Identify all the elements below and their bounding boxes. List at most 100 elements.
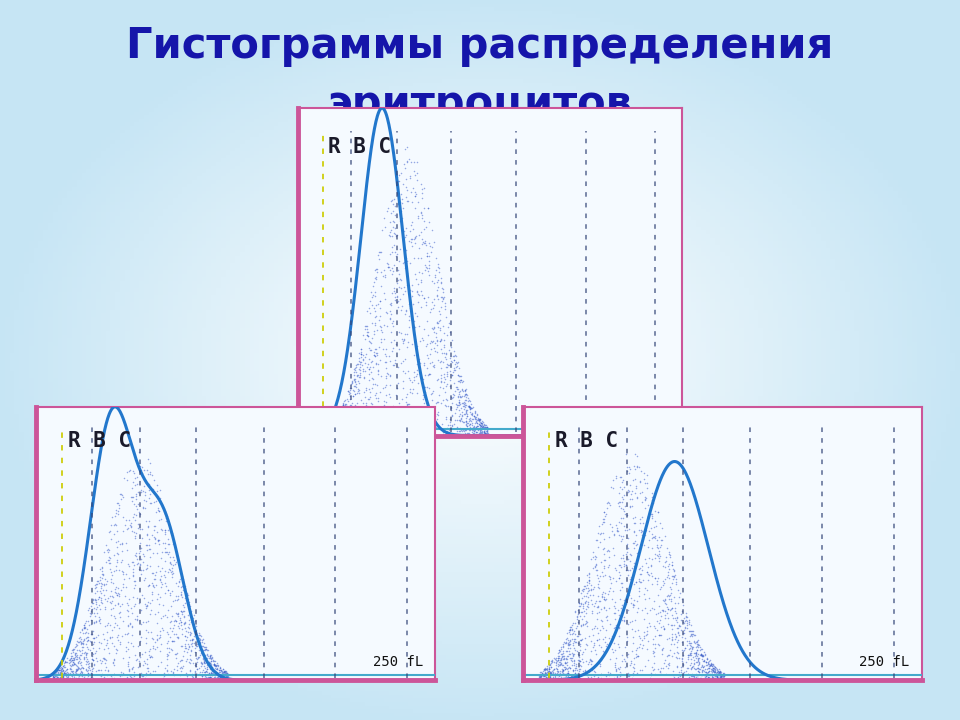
Point (361, 374, 376, 385)
Point (468, 405, 483, 417)
Point (160, 604, 176, 616)
Point (328, 415, 344, 426)
Point (587, 670, 602, 681)
Point (579, 590, 594, 601)
Point (545, 664, 561, 675)
Point (396, 241, 412, 253)
Point (561, 624, 576, 636)
Point (416, 381, 431, 392)
Point (453, 374, 468, 386)
Point (182, 653, 198, 665)
Point (711, 666, 727, 678)
Point (138, 632, 154, 644)
Point (585, 607, 600, 618)
Point (430, 293, 445, 305)
Point (429, 414, 444, 426)
Point (662, 604, 678, 616)
Point (633, 632, 648, 644)
Point (83, 664, 98, 675)
Point (327, 417, 343, 428)
Point (408, 237, 423, 248)
Point (171, 622, 186, 634)
Point (336, 418, 351, 429)
Point (214, 674, 229, 685)
Point (614, 496, 630, 508)
Point (324, 426, 339, 437)
Point (202, 667, 217, 678)
Point (381, 261, 396, 273)
Point (213, 671, 228, 683)
Point (653, 614, 668, 626)
Point (324, 423, 339, 434)
Point (402, 387, 418, 398)
Point (563, 624, 578, 636)
Point (355, 363, 371, 374)
Point (114, 546, 130, 557)
Point (99, 577, 114, 589)
Point (471, 414, 487, 426)
Point (674, 662, 689, 673)
Point (614, 577, 630, 588)
Point (180, 588, 195, 599)
Point (588, 561, 603, 572)
Point (154, 525, 169, 536)
Point (94, 580, 109, 591)
Point (462, 401, 477, 413)
Point (141, 485, 156, 496)
Point (83, 669, 98, 680)
Point (703, 668, 718, 680)
Point (137, 490, 153, 501)
Point (470, 414, 486, 426)
Point (51, 663, 66, 675)
Point (140, 562, 156, 574)
Point (345, 384, 360, 396)
Point (641, 617, 657, 629)
Point (683, 630, 698, 642)
Point (191, 627, 206, 639)
Point (666, 564, 682, 575)
Point (144, 651, 159, 662)
Point (330, 423, 346, 435)
Point (122, 665, 137, 677)
Point (414, 207, 429, 218)
Point (456, 403, 471, 415)
Point (210, 670, 226, 681)
Point (359, 422, 374, 433)
Point (612, 609, 627, 621)
Point (625, 669, 640, 680)
Point (161, 546, 177, 558)
Point (401, 398, 417, 410)
Point (561, 667, 576, 678)
Point (702, 674, 717, 685)
Point (426, 277, 442, 289)
Point (658, 595, 673, 606)
Point (142, 667, 157, 679)
Point (463, 413, 478, 424)
Point (701, 667, 716, 678)
Point (587, 636, 602, 648)
Point (64, 672, 80, 683)
Point (452, 398, 468, 410)
Point (389, 278, 404, 289)
Point (125, 663, 140, 675)
Point (540, 668, 556, 680)
Point (157, 588, 173, 599)
Point (448, 381, 464, 392)
Point (352, 356, 368, 367)
Point (646, 647, 661, 659)
Point (551, 665, 566, 677)
Point (98, 601, 113, 613)
Point (153, 574, 168, 585)
Point (464, 398, 479, 410)
Point (78, 652, 93, 663)
Point (456, 397, 471, 408)
Point (372, 354, 388, 366)
Point (473, 420, 489, 432)
Point (667, 634, 683, 645)
Point (415, 192, 430, 203)
Point (215, 667, 230, 679)
Point (217, 674, 232, 685)
Point (477, 426, 492, 438)
Point (579, 669, 594, 680)
Point (533, 666, 548, 678)
